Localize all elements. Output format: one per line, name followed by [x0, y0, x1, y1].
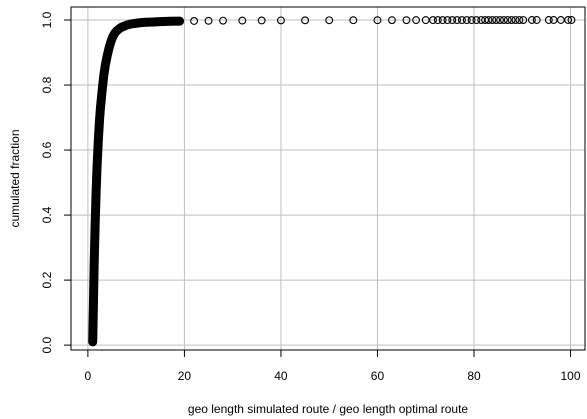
data-point: [448, 16, 457, 25]
y-tick-label: 0.4: [40, 206, 54, 223]
data-point: [93, 152, 102, 161]
data-point: [387, 16, 396, 25]
data-point: [515, 16, 524, 24]
data-point: [429, 16, 437, 25]
data-point: [453, 16, 462, 25]
data-point: [91, 204, 100, 213]
y-tick-label: 0.8: [40, 76, 54, 93]
grid-lines: [71, 7, 585, 350]
data-point: [89, 285, 98, 294]
data-point: [511, 16, 520, 24]
data-point: [96, 103, 105, 112]
data-point: [89, 311, 98, 320]
data-point: [507, 16, 516, 24]
data-point: [132, 19, 141, 28]
data-point: [527, 16, 536, 24]
y-tick-label: 1.0: [40, 11, 54, 28]
x-axis-label: geo length simulated route / geo length …: [188, 402, 469, 416]
data-point: [402, 16, 411, 25]
data-point: [301, 16, 310, 25]
y-axis-label: cumulated fraction: [8, 129, 22, 227]
data-point: [484, 16, 493, 24]
data-point: [467, 16, 476, 25]
data-point: [433, 16, 442, 25]
data-point: [544, 16, 553, 24]
data-point: [101, 61, 110, 70]
y-tick-label: 0.6: [40, 141, 54, 158]
data-point: [499, 16, 508, 24]
y-tick-label: 0.0: [40, 336, 54, 353]
plot-frame: [70, 6, 586, 351]
x-axis: 0 20 40 60 80 100: [85, 350, 581, 383]
data-point: [532, 16, 541, 24]
data-point: [103, 51, 112, 60]
y-tick-label: 0.2: [40, 271, 54, 288]
data-point: [373, 16, 382, 25]
data-point: [165, 17, 174, 26]
data-point: [276, 16, 285, 25]
data-point: [94, 133, 103, 141]
x-tick-label: 60: [371, 369, 385, 383]
data-point: [472, 16, 481, 25]
series-dense-curve: [88, 16, 185, 347]
data-point: [88, 337, 97, 346]
data-point: [567, 16, 576, 24]
data-point: [219, 16, 227, 25]
data-point: [204, 16, 213, 25]
x-tick-label: 0: [85, 369, 92, 383]
data-point: [90, 259, 99, 268]
data-point: [564, 16, 573, 24]
data-point: [503, 16, 512, 24]
x-tick-label: 100: [561, 369, 581, 383]
data-point: [110, 29, 119, 37]
data-point: [99, 71, 108, 80]
data-point: [190, 17, 199, 25]
x-tick-label: 80: [467, 369, 481, 383]
data-point: [97, 94, 106, 102]
data-point: [156, 17, 165, 26]
data-point: [238, 16, 247, 25]
data-point: [519, 16, 528, 24]
data-point: [115, 24, 124, 33]
data-point: [92, 175, 101, 184]
data-point: [496, 16, 505, 24]
data-point: [257, 16, 266, 25]
x-tick-label: 40: [274, 369, 288, 383]
x-tick-label: 20: [178, 369, 192, 383]
data-point: [127, 19, 136, 28]
data-point: [325, 16, 334, 25]
data-point: [443, 16, 452, 25]
data-point: [90, 240, 99, 249]
data-point: [492, 16, 501, 24]
data-point: [137, 18, 145, 27]
data-point: [92, 188, 101, 197]
data-point: [175, 17, 184, 26]
data-point: [412, 16, 421, 25]
data-point: [457, 16, 466, 25]
y-axis: 0.0 0.2 0.4 0.6 0.8 1.0: [40, 11, 71, 353]
data-point: [488, 16, 497, 24]
data-point: [438, 16, 447, 25]
data-point: [349, 16, 358, 25]
data-point: [93, 162, 102, 171]
data-point: [91, 220, 100, 229]
data-point: [98, 84, 107, 93]
data-points: [88, 16, 576, 347]
data-point: [462, 16, 471, 25]
data-point: [107, 37, 116, 46]
data-point: [95, 116, 104, 125]
